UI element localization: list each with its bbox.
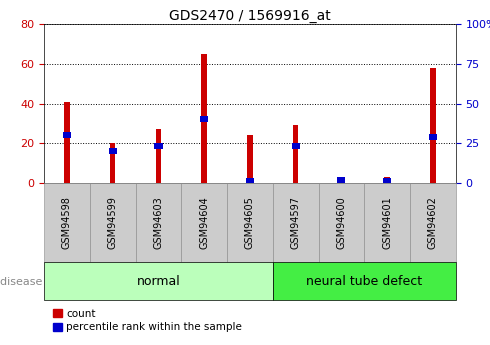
Bar bbox=[246, 178, 254, 184]
Text: GSM94599: GSM94599 bbox=[108, 196, 118, 249]
Bar bbox=[292, 144, 300, 149]
Bar bbox=[200, 116, 208, 122]
Text: GSM94602: GSM94602 bbox=[428, 196, 438, 249]
Text: GSM94605: GSM94605 bbox=[245, 196, 255, 249]
Text: GSM94601: GSM94601 bbox=[382, 196, 392, 249]
Bar bbox=[430, 68, 436, 183]
Legend: count, percentile rank within the sample: count, percentile rank within the sample bbox=[49, 305, 246, 336]
Text: disease state ▶: disease state ▶ bbox=[0, 276, 87, 286]
Bar bbox=[156, 129, 161, 183]
Title: GDS2470 / 1569916_at: GDS2470 / 1569916_at bbox=[169, 9, 331, 23]
Text: GSM94598: GSM94598 bbox=[62, 196, 72, 249]
Bar bbox=[429, 134, 437, 140]
Bar bbox=[154, 144, 163, 149]
Bar bbox=[110, 143, 116, 183]
Bar bbox=[64, 101, 70, 183]
Bar bbox=[383, 178, 391, 184]
Text: GSM94603: GSM94603 bbox=[153, 196, 164, 249]
Text: GSM94597: GSM94597 bbox=[291, 196, 301, 249]
Bar bbox=[201, 54, 207, 183]
Bar bbox=[63, 132, 71, 138]
Text: neural tube defect: neural tube defect bbox=[306, 275, 422, 288]
Bar bbox=[339, 181, 344, 183]
Text: GSM94600: GSM94600 bbox=[336, 196, 346, 249]
Bar bbox=[337, 177, 345, 184]
Text: normal: normal bbox=[137, 275, 180, 288]
Bar bbox=[293, 125, 298, 183]
Bar bbox=[109, 148, 117, 154]
Text: GSM94604: GSM94604 bbox=[199, 196, 209, 249]
Bar bbox=[247, 135, 253, 183]
Bar bbox=[384, 177, 390, 183]
